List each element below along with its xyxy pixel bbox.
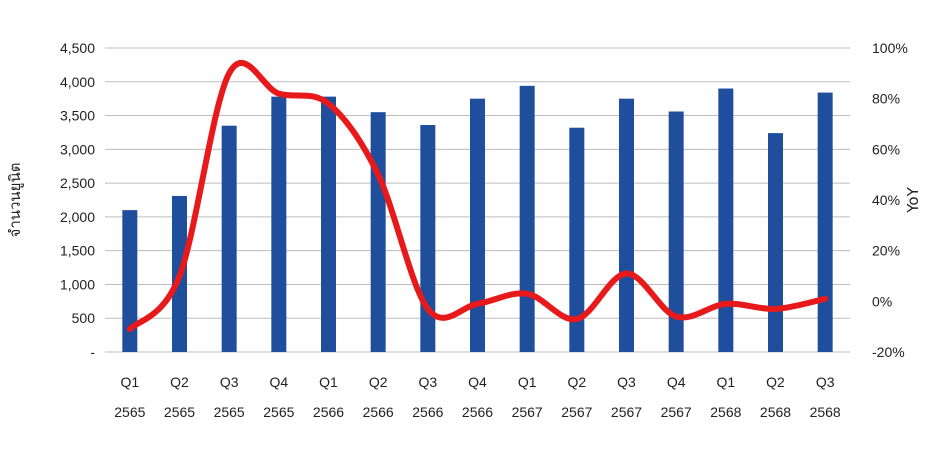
y-tick-label: 1,500 [60, 243, 95, 259]
y-tick-label: 4,000 [60, 74, 95, 90]
x-tick-year: 2566 [313, 404, 344, 420]
x-tick-year: 2567 [611, 404, 642, 420]
y2-axis-title: YoY [904, 186, 922, 213]
bar [370, 112, 386, 352]
x-tick-year: 2565 [164, 404, 195, 420]
x-tick-year: 2567 [512, 404, 543, 420]
right-axis-ticks: -20% 0% 20% 40% 60% 80% 100% [872, 40, 908, 360]
x-tick-quarter: Q1 [716, 374, 735, 390]
y2-tick-label: 100% [872, 40, 908, 56]
x-tick-quarter: Q2 [766, 374, 785, 390]
x-tick-year: 2565 [263, 404, 294, 420]
bar [420, 125, 436, 352]
x-tick-quarter: Q2 [369, 374, 388, 390]
y-tick-label: 2,000 [60, 209, 95, 225]
x-tick-quarter: Q4 [269, 374, 288, 390]
x-tick-quarter: Q1 [120, 374, 139, 390]
y-tick-label: 2,500 [60, 175, 95, 191]
bar [122, 210, 138, 352]
bar-series [122, 85, 833, 353]
x-tick-year: 2566 [412, 404, 443, 420]
bar [668, 111, 684, 352]
bar [817, 92, 833, 352]
x-tick-quarter: Q1 [319, 374, 338, 390]
y2-tick-label: 60% [872, 141, 900, 157]
bar [470, 98, 485, 353]
bar [321, 96, 336, 352]
y2-tick-label: 0% [872, 293, 892, 309]
y-tick-label: - [90, 344, 95, 360]
yoy-line [126, 60, 829, 333]
x-tick-year: 2565 [114, 404, 145, 420]
y2-tick-label: -20% [872, 344, 905, 360]
x-tick-quarter: Q3 [816, 374, 835, 390]
x-tick-year: 2568 [760, 404, 791, 420]
x-tick-year: 2568 [710, 404, 741, 420]
y2-tick-label: 20% [872, 243, 900, 259]
x-axis-ticks: Q1 2565 Q2 2565 Q3 2565 Q4 2565 Q1 2566 Q2 2566 Q3 25… [114, 374, 841, 420]
bar [619, 98, 634, 353]
x-tick-quarter: Q4 [667, 374, 686, 390]
y-tick-label: 4,500 [60, 40, 95, 56]
bar [718, 88, 734, 353]
line-series [126, 60, 829, 333]
bar [271, 96, 287, 352]
left-axis-ticks: - 500 1,000 1,500 2,000 2,500 3,000 3,500 4,000 4… [60, 40, 95, 360]
x-tick-quarter: Q2 [567, 374, 586, 390]
x-tick-quarter: Q1 [518, 374, 537, 390]
y-tick-label: 3,500 [60, 108, 95, 124]
x-tick-quarter: Q3 [418, 374, 437, 390]
y2-tick-label: 80% [872, 91, 900, 107]
x-tick-quarter: Q3 [617, 374, 636, 390]
x-tick-quarter: Q3 [220, 374, 239, 390]
y-tick-label: 1,000 [60, 276, 95, 292]
bar [519, 85, 535, 352]
y-axis-title: จำนวนยูนิต [6, 163, 24, 238]
x-tick-quarter: Q2 [170, 374, 189, 390]
y2-tick-label: 40% [872, 192, 900, 208]
y-tick-label: 500 [72, 310, 96, 326]
x-tick-quarter: Q4 [468, 374, 487, 390]
y-tick-label: 3,000 [60, 141, 95, 157]
x-tick-year: 2566 [462, 404, 493, 420]
x-tick-year: 2567 [561, 404, 592, 420]
bar [768, 133, 783, 352]
bar [221, 125, 237, 352]
x-tick-year: 2565 [214, 404, 245, 420]
x-tick-year: 2566 [363, 404, 394, 420]
x-tick-year: 2568 [810, 404, 841, 420]
bar [569, 127, 585, 353]
x-tick-year: 2567 [661, 404, 692, 420]
